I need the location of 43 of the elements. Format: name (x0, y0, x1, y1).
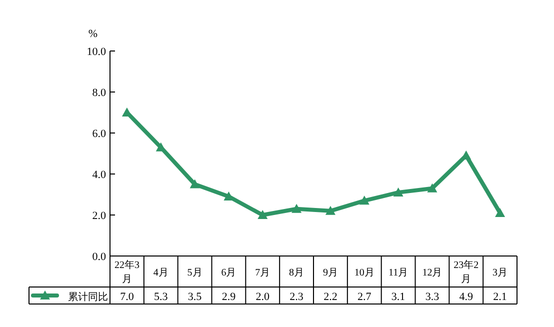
y-tick-label: 10.0 (86, 46, 106, 58)
y-tick-label: 8.0 (92, 87, 106, 99)
data-label: 4.9 (459, 291, 474, 303)
point (258, 210, 268, 219)
x-tick-label: 9月 (322, 268, 338, 278)
data-label: 3.1 (391, 291, 406, 303)
x-tick-label: 23年2月 (454, 259, 479, 285)
data-label: 2.2 (324, 291, 338, 303)
data-label: 2.3 (290, 291, 304, 303)
data-label: 5.3 (154, 291, 168, 303)
x-tick-label: 3月 (492, 268, 508, 278)
x-tick-label: 6月 (221, 268, 236, 278)
data-label: 7.0 (120, 291, 134, 303)
point (427, 183, 438, 192)
point (495, 208, 506, 217)
point (359, 196, 370, 205)
x-tick-label: 5月 (187, 268, 202, 278)
point (325, 206, 336, 215)
data-label: 3.3 (425, 291, 440, 303)
data-label: 2.7 (358, 291, 372, 303)
x-tick-label: 8月 (289, 268, 304, 278)
point (156, 142, 166, 152)
point (122, 108, 132, 116)
y-tick-label: 6.0 (92, 128, 106, 140)
point (292, 204, 302, 213)
legend-label: 累计同比 (68, 291, 108, 303)
x-tick-label: 22年3月 (114, 259, 140, 285)
x-tick-label: 7月 (255, 268, 270, 278)
data-label: 2.1 (493, 291, 507, 303)
x-tick-label: 10月 (354, 268, 374, 278)
point (190, 179, 200, 188)
x-tick-label: 12月 (422, 268, 442, 278)
x-tick-label: 4月 (153, 268, 168, 278)
y-tick-label: 2.0 (92, 210, 106, 222)
point (461, 150, 472, 160)
y-tick-label: 4.0 (92, 169, 106, 181)
data-label: 2.9 (222, 291, 236, 303)
data-label: 3.5 (188, 291, 202, 303)
y-tick-label: 0.0 (92, 251, 106, 263)
point (393, 187, 404, 196)
data-label: 2.0 (256, 291, 270, 303)
x-tick-label: 11月 (388, 268, 408, 278)
y-axis-title: % (88, 28, 98, 40)
